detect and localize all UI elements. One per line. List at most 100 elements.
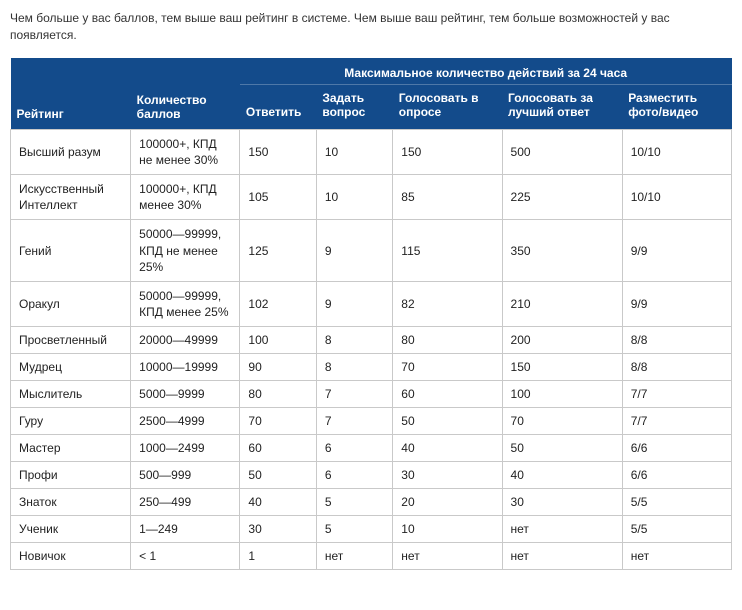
table-header: Рейтинг Количество баллов Максимальное к…: [11, 58, 732, 130]
cell-poll: 40: [393, 435, 502, 462]
cell-points: 10000—19999: [131, 354, 240, 381]
cell-points: 2500—4999: [131, 408, 240, 435]
cell-poll: нет: [393, 543, 502, 570]
cell-answer: 100: [240, 327, 316, 354]
col-answer: Ответить: [240, 84, 316, 129]
cell-media: 10/10: [622, 129, 731, 174]
table-row: Гуру2500—499970750707/7: [11, 408, 732, 435]
cell-poll: 70: [393, 354, 502, 381]
cell-best: 210: [502, 281, 622, 326]
cell-poll: 115: [393, 220, 502, 282]
cell-points: 100000+, КПД не менее 30%: [131, 129, 240, 174]
cell-best: 350: [502, 220, 622, 282]
col-group: Максимальное количество действий за 24 ч…: [240, 58, 732, 85]
table-row: Искусственный Интеллект100000+, КПД мене…: [11, 174, 732, 219]
cell-rating: Новичок: [11, 543, 131, 570]
cell-media: 6/6: [622, 435, 731, 462]
cell-answer: 125: [240, 220, 316, 282]
cell-poll: 150: [393, 129, 502, 174]
cell-media: 8/8: [622, 327, 731, 354]
cell-ask: 10: [316, 174, 392, 219]
cell-best: нет: [502, 516, 622, 543]
cell-answer: 150: [240, 129, 316, 174]
cell-points: 1—249: [131, 516, 240, 543]
table-row: Ученик1—24930510нет5/5: [11, 516, 732, 543]
cell-ask: 6: [316, 435, 392, 462]
cell-points: 5000—9999: [131, 381, 240, 408]
cell-media: 8/8: [622, 354, 731, 381]
table-row: Мудрец10000—19999908701508/8: [11, 354, 732, 381]
cell-best: 500: [502, 129, 622, 174]
cell-answer: 40: [240, 489, 316, 516]
cell-media: 7/7: [622, 408, 731, 435]
cell-points: 100000+, КПД менее 30%: [131, 174, 240, 219]
cell-poll: 60: [393, 381, 502, 408]
cell-rating: Профи: [11, 462, 131, 489]
cell-ask: 7: [316, 408, 392, 435]
cell-answer: 80: [240, 381, 316, 408]
cell-ask: нет: [316, 543, 392, 570]
cell-poll: 85: [393, 174, 502, 219]
cell-points: 50000—99999, КПД менее 25%: [131, 281, 240, 326]
cell-points: 20000—49999: [131, 327, 240, 354]
cell-best: 40: [502, 462, 622, 489]
cell-answer: 30: [240, 516, 316, 543]
cell-ask: 6: [316, 462, 392, 489]
cell-media: 5/5: [622, 516, 731, 543]
cell-rating: Оракул: [11, 281, 131, 326]
table-row: Оракул50000—99999, КПД менее 25%10298221…: [11, 281, 732, 326]
cell-poll: 20: [393, 489, 502, 516]
cell-ask: 8: [316, 354, 392, 381]
cell-answer: 70: [240, 408, 316, 435]
cell-ask: 5: [316, 489, 392, 516]
cell-media: 10/10: [622, 174, 731, 219]
cell-points: < 1: [131, 543, 240, 570]
cell-best: 225: [502, 174, 622, 219]
col-vote-best: Голосовать за лучший ответ: [502, 84, 622, 129]
table-row: Знаток250—49940520305/5: [11, 489, 732, 516]
cell-best: 200: [502, 327, 622, 354]
cell-rating: Ученик: [11, 516, 131, 543]
cell-ask: 7: [316, 381, 392, 408]
cell-rating: Просветленный: [11, 327, 131, 354]
intro-text: Чем больше у вас баллов, тем выше ваш ре…: [10, 10, 732, 44]
cell-media: 7/7: [622, 381, 731, 408]
cell-rating: Мыслитель: [11, 381, 131, 408]
table-row: Гений50000—99999, КПД не менее 25%125911…: [11, 220, 732, 282]
cell-rating: Искусственный Интеллект: [11, 174, 131, 219]
cell-media: нет: [622, 543, 731, 570]
table-row: Высший разум100000+, КПД не менее 30%150…: [11, 129, 732, 174]
table-row: Новичок< 11нетнетнетнет: [11, 543, 732, 570]
cell-answer: 60: [240, 435, 316, 462]
cell-points: 500—999: [131, 462, 240, 489]
table-row: Профи500—99950630406/6: [11, 462, 732, 489]
cell-rating: Знаток: [11, 489, 131, 516]
cell-points: 1000—2499: [131, 435, 240, 462]
cell-ask: 5: [316, 516, 392, 543]
cell-rating: Гений: [11, 220, 131, 282]
rating-table: Рейтинг Количество баллов Максимальное к…: [10, 58, 732, 571]
cell-media: 9/9: [622, 220, 731, 282]
cell-poll: 30: [393, 462, 502, 489]
cell-points: 250—499: [131, 489, 240, 516]
cell-media: 6/6: [622, 462, 731, 489]
cell-ask: 10: [316, 129, 392, 174]
cell-rating: Гуру: [11, 408, 131, 435]
cell-best: 100: [502, 381, 622, 408]
cell-best: 30: [502, 489, 622, 516]
col-vote-poll: Голосовать в опросе: [393, 84, 502, 129]
cell-poll: 82: [393, 281, 502, 326]
col-ask: Задать вопрос: [316, 84, 392, 129]
table-row: Просветленный20000—499991008802008/8: [11, 327, 732, 354]
col-points: Количество баллов: [131, 58, 240, 130]
cell-rating: Мастер: [11, 435, 131, 462]
col-upload: Разместить фото/видео: [622, 84, 731, 129]
cell-best: 50: [502, 435, 622, 462]
cell-poll: 50: [393, 408, 502, 435]
table-row: Мастер1000—249960640506/6: [11, 435, 732, 462]
cell-ask: 9: [316, 220, 392, 282]
cell-ask: 8: [316, 327, 392, 354]
cell-ask: 9: [316, 281, 392, 326]
cell-answer: 50: [240, 462, 316, 489]
cell-media: 9/9: [622, 281, 731, 326]
